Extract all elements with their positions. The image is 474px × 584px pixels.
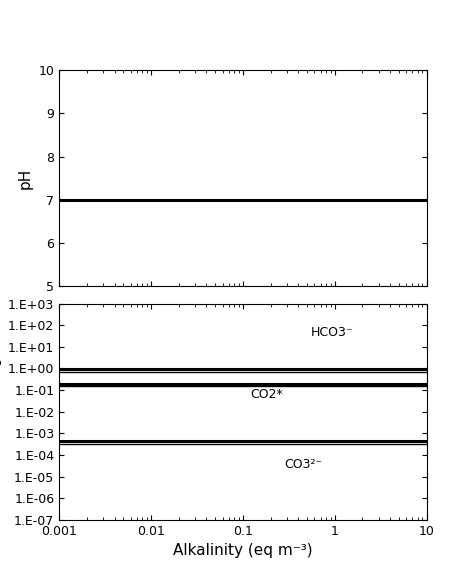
- Text: HCO3⁻: HCO3⁻: [311, 326, 354, 339]
- X-axis label: Alkalinity (eq m⁻³): Alkalinity (eq m⁻³): [173, 543, 313, 558]
- Text: CO2*: CO2*: [250, 388, 283, 401]
- Y-axis label: Carbon Concentration (g C m⁻³): Carbon Concentration (g C m⁻³): [0, 312, 2, 512]
- Y-axis label: pH: pH: [18, 168, 33, 189]
- Text: CO3²⁻: CO3²⁻: [284, 458, 322, 471]
